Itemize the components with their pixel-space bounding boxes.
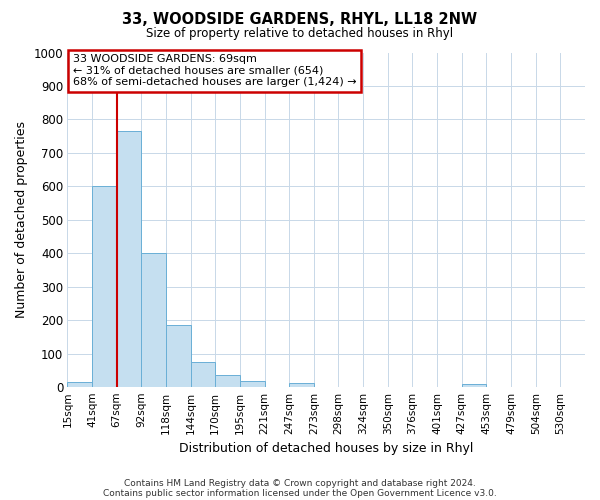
Bar	[240, 382, 265, 388]
Bar	[116, 131, 141, 388]
X-axis label: Distribution of detached houses by size in Rhyl: Distribution of detached houses by size …	[179, 442, 473, 455]
Text: 33, WOODSIDE GARDENS, RHYL, LL18 2NW: 33, WOODSIDE GARDENS, RHYL, LL18 2NW	[122, 12, 478, 28]
Bar	[92, 186, 116, 388]
Text: Contains HM Land Registry data © Crown copyright and database right 2024.: Contains HM Land Registry data © Crown c…	[124, 478, 476, 488]
Text: Size of property relative to detached houses in Rhyl: Size of property relative to detached ho…	[146, 28, 454, 40]
Bar	[191, 362, 215, 388]
Text: 33 WOODSIDE GARDENS: 69sqm
← 31% of detached houses are smaller (654)
68% of sem: 33 WOODSIDE GARDENS: 69sqm ← 31% of deta…	[73, 54, 356, 88]
Bar	[166, 326, 191, 388]
Y-axis label: Number of detached properties: Number of detached properties	[15, 122, 28, 318]
Bar	[289, 383, 314, 388]
Bar	[141, 254, 166, 388]
Text: Contains public sector information licensed under the Open Government Licence v3: Contains public sector information licen…	[103, 488, 497, 498]
Bar	[67, 382, 92, 388]
Bar	[462, 384, 487, 388]
Bar	[215, 374, 240, 388]
